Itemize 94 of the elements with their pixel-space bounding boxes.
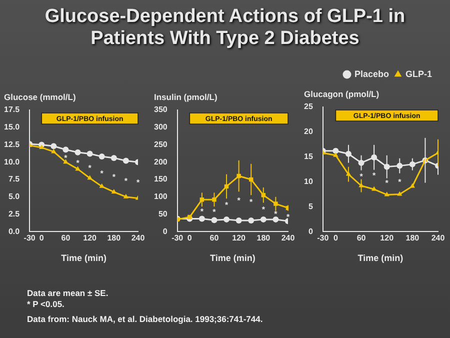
y-tick-label: 0	[162, 226, 168, 236]
point	[86, 150, 93, 157]
y-tick-label: 10.0	[4, 157, 20, 166]
point	[123, 194, 129, 198]
point	[224, 216, 230, 222]
text: Data from: Nauck MA, et al. Diabetologia. 1993;36:741-744.	[27, 314, 263, 325]
y-tick-label: 5.0	[8, 192, 20, 202]
x-tick-label: 60	[356, 234, 366, 243]
annotation: *	[100, 169, 104, 178]
y-tick-label: 250	[154, 140, 168, 149]
x-tick-label: 60	[61, 234, 71, 243]
point	[50, 143, 57, 150]
x-tick-label: 180	[107, 234, 122, 243]
x-tick-label: 180	[406, 234, 420, 243]
x-tick-label: 120	[83, 234, 98, 243]
y-tick-label: 350	[154, 105, 168, 114]
point	[63, 159, 68, 164]
annotation: *	[360, 172, 364, 181]
y-tick-label: 150	[154, 174, 168, 184]
annotation: *	[372, 170, 376, 180]
y-axis-title: Glucagon (pmol/L)	[304, 89, 380, 100]
annotation: *	[250, 198, 254, 207]
point	[198, 216, 205, 222]
x-tick-label: 60	[210, 234, 220, 243]
point	[75, 166, 80, 171]
point	[211, 217, 218, 224]
point	[260, 216, 266, 222]
point	[188, 214, 192, 220]
annotation: *	[224, 200, 229, 210]
point	[98, 154, 105, 160]
y-tick-label: 50	[158, 209, 168, 218]
point	[248, 217, 254, 224]
point	[99, 183, 104, 188]
point	[272, 216, 279, 222]
annotation: *	[385, 178, 390, 188]
x-tick-label: 240	[431, 234, 446, 243]
y-tick-label: 25	[304, 102, 314, 112]
point	[74, 149, 81, 156]
point	[333, 152, 338, 157]
y-tick-label: 20	[304, 127, 314, 136]
text: Glucose-Dependent Actions of GLP-1 in Patients With Type 2 Diabetes	[44, 6, 406, 50]
point	[371, 186, 377, 191]
point	[332, 148, 339, 154]
x-axis-title: Time (min)	[358, 253, 404, 264]
x-tick-label: 120	[232, 234, 246, 243]
x-tick-label: 240	[131, 234, 146, 243]
annotation: *	[136, 178, 140, 187]
point	[236, 217, 242, 224]
y-tick-label: 300	[154, 122, 168, 132]
x-tick-label: -30	[172, 234, 184, 243]
point	[87, 175, 92, 180]
text: * P <0.05.	[27, 299, 66, 310]
text: Data are mean ± SE.	[27, 288, 110, 299]
point	[62, 146, 69, 153]
y-tick-label: 2.5	[8, 209, 20, 218]
annotation: *	[124, 176, 128, 186]
y-tick-label: 15.0	[4, 122, 20, 132]
x-tick-label: 240	[281, 234, 296, 243]
annotation: *	[88, 164, 92, 173]
y-tick-label: 200	[154, 157, 168, 166]
annotation: *	[286, 212, 290, 222]
y-tick-label: 5	[308, 202, 314, 211]
x-tick-label: -30	[24, 234, 36, 243]
y-tick-label: 0.0	[8, 226, 20, 236]
annotation: *	[200, 206, 204, 216]
y-axis-title: Insulin (pmol/L)	[154, 92, 218, 102]
y-tick-label: 10	[304, 176, 314, 186]
x-tick-label: -30	[317, 234, 330, 243]
x-tick-label: 0	[39, 234, 44, 243]
y-tick-label: 7.5	[8, 174, 20, 184]
x-axis-title: Time (min)	[61, 253, 106, 264]
x-tick-label: 120	[380, 234, 394, 243]
annotation: *	[76, 158, 80, 168]
annotation: *	[112, 172, 116, 182]
point	[122, 158, 129, 164]
y-tick-label: 100	[154, 192, 168, 202]
y-axis-title: Glucose (mmol/L)	[4, 92, 76, 102]
y-tick-label: 0	[308, 226, 314, 236]
legend-label: GLP-1	[405, 68, 432, 79]
annotation: *	[212, 208, 217, 217]
y-tick-label: 15	[304, 152, 314, 162]
x-axis-title: Time (min)	[210, 253, 256, 264]
x-tick-label: 180	[256, 234, 271, 243]
annotation: *	[64, 154, 68, 163]
y-tick-label: 17.5	[4, 105, 20, 114]
annotation: *	[274, 209, 278, 218]
y-tick-label: 12.5	[4, 140, 20, 149]
x-tick-label: 0	[187, 234, 192, 243]
annotation: *	[237, 196, 242, 205]
point	[110, 154, 117, 161]
legend-label: Placebo	[354, 68, 390, 79]
annotation: *	[262, 204, 266, 214]
annotation: *	[398, 178, 402, 187]
x-tick-label: 0	[333, 234, 338, 243]
